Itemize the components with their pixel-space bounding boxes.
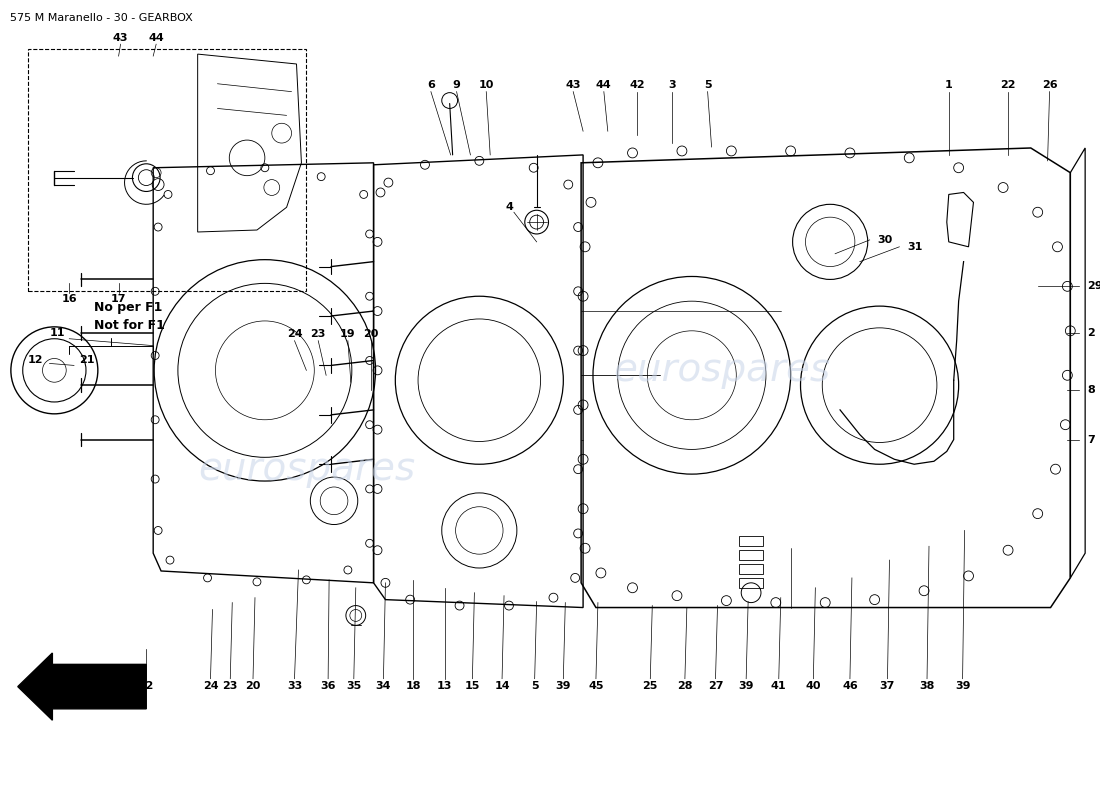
Bar: [739, 536, 763, 546]
Text: 23: 23: [310, 329, 326, 338]
Text: 4: 4: [505, 202, 513, 212]
Text: 29: 29: [1087, 282, 1100, 291]
Text: 20: 20: [245, 681, 261, 690]
Text: 40: 40: [805, 681, 821, 690]
Bar: [28, 49, 307, 291]
Text: 42: 42: [629, 80, 646, 90]
Bar: [739, 578, 763, 588]
Text: 39: 39: [738, 681, 754, 690]
Text: 43: 43: [113, 34, 129, 43]
Text: 23: 23: [222, 681, 238, 690]
Text: 13: 13: [437, 681, 452, 690]
Text: 19: 19: [340, 329, 355, 338]
Text: Not for F1: Not for F1: [94, 319, 165, 332]
Text: 575 M Maranello - 30 - GEARBOX: 575 M Maranello - 30 - GEARBOX: [10, 13, 192, 22]
Text: 38: 38: [920, 681, 935, 690]
Text: 16: 16: [62, 294, 77, 304]
Text: 5: 5: [531, 681, 539, 690]
Text: 36: 36: [320, 681, 336, 690]
Text: 5: 5: [704, 80, 712, 90]
Text: 31: 31: [908, 242, 923, 252]
Text: 37: 37: [880, 681, 895, 690]
Text: 1: 1: [945, 80, 953, 90]
Text: 39: 39: [955, 681, 970, 690]
Text: 32: 32: [139, 681, 154, 690]
Text: 44: 44: [148, 34, 164, 43]
Text: 3: 3: [668, 80, 675, 90]
Text: 2: 2: [1087, 328, 1094, 338]
Text: 33: 33: [287, 681, 303, 690]
Text: 34: 34: [376, 681, 392, 690]
Text: 7: 7: [1087, 434, 1094, 445]
Text: 46: 46: [843, 681, 858, 690]
Text: 41: 41: [771, 681, 786, 690]
Text: 28: 28: [678, 681, 693, 690]
Text: eurospares: eurospares: [198, 450, 415, 488]
Bar: [739, 550, 763, 560]
Text: 15: 15: [464, 681, 480, 690]
Text: 11: 11: [50, 328, 65, 338]
Text: 10: 10: [478, 80, 494, 90]
Text: 8: 8: [1087, 385, 1094, 395]
Text: 12: 12: [28, 355, 44, 366]
Text: 24: 24: [287, 329, 303, 338]
Text: 30: 30: [878, 235, 893, 245]
Text: 20: 20: [363, 329, 378, 338]
Text: 22: 22: [1000, 80, 1015, 90]
Text: eurospares: eurospares: [613, 351, 830, 390]
Text: 45: 45: [588, 681, 604, 690]
Text: 6: 6: [427, 80, 434, 90]
Text: 27: 27: [707, 681, 724, 690]
Text: 35: 35: [346, 681, 362, 690]
FancyArrow shape: [18, 653, 146, 720]
Text: 25: 25: [642, 681, 658, 690]
Text: 24: 24: [202, 681, 218, 690]
Text: 43: 43: [565, 80, 581, 90]
Text: 18: 18: [406, 681, 421, 690]
Bar: [739, 564, 763, 574]
Text: 26: 26: [1042, 80, 1057, 90]
Text: 17: 17: [111, 294, 126, 304]
Text: 39: 39: [556, 681, 571, 690]
Text: No per F1: No per F1: [94, 301, 163, 314]
Text: 14: 14: [494, 681, 510, 690]
Text: 44: 44: [596, 80, 612, 90]
Text: 9: 9: [453, 80, 461, 90]
Text: 21: 21: [79, 355, 95, 366]
